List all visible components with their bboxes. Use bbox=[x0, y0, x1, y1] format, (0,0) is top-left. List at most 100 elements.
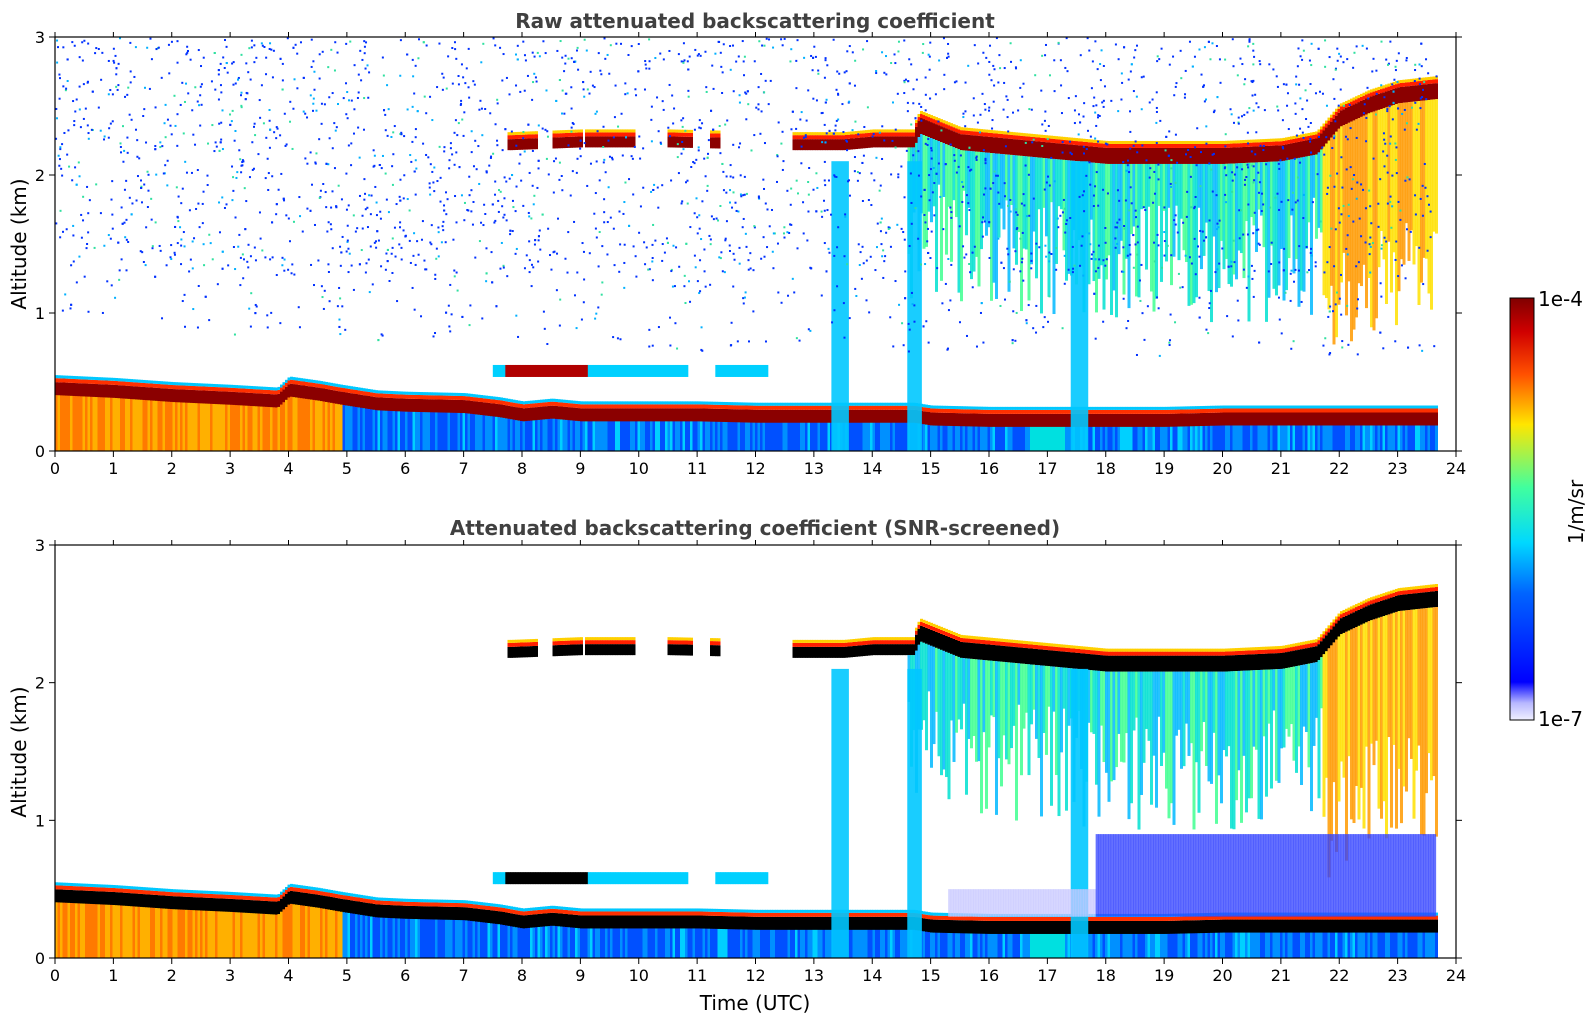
noise-pixel bbox=[114, 296, 117, 299]
fall-streak bbox=[1287, 159, 1291, 259]
pbl-top-edge bbox=[740, 409, 743, 423]
noise-pixel bbox=[99, 212, 102, 215]
cloud-edge bbox=[515, 134, 518, 139]
pbl-top-edge bbox=[1017, 413, 1021, 427]
noise-pixel bbox=[1152, 201, 1155, 204]
pbl-edge-halo bbox=[427, 392, 431, 396]
pbl-column bbox=[1027, 425, 1031, 451]
pbl-column bbox=[1087, 425, 1091, 451]
pbl-top-edge bbox=[155, 387, 158, 401]
pbl-edge-halo bbox=[127, 378, 131, 382]
pbl-column bbox=[242, 404, 246, 451]
cloud-edge bbox=[905, 132, 908, 137]
noise-pixel bbox=[260, 84, 263, 87]
pbl-edge-glow bbox=[1022, 409, 1026, 414]
cloud-halo bbox=[560, 130, 563, 134]
pbl-edge-halo bbox=[537, 399, 541, 403]
noise-pixel bbox=[1100, 49, 1103, 52]
noise-pixel bbox=[1355, 197, 1358, 200]
pbl-top-edge bbox=[625, 408, 628, 422]
pbl-column bbox=[987, 425, 991, 451]
pbl-column bbox=[1410, 424, 1413, 451]
pbl-top-edge bbox=[297, 384, 301, 398]
cloud-halo bbox=[1347, 99, 1351, 103]
noise-pixel bbox=[876, 222, 879, 225]
pbl-column bbox=[765, 421, 768, 451]
noise-pixel bbox=[701, 200, 704, 203]
cloud-core bbox=[1130, 147, 1133, 164]
pbl-edge-halo bbox=[1325, 405, 1328, 409]
pbl-top-edge bbox=[1255, 412, 1258, 426]
pbl-top-edge bbox=[1275, 412, 1278, 426]
cloud-edge bbox=[1080, 141, 1083, 146]
noise-pixel bbox=[1159, 119, 1162, 122]
cloud-edge bbox=[1385, 87, 1388, 92]
pbl-column bbox=[660, 420, 663, 451]
cloud-edge bbox=[870, 132, 873, 137]
pbl-edge-glow bbox=[705, 404, 708, 409]
cloud-halo bbox=[587, 129, 591, 133]
cloud-halo bbox=[605, 129, 608, 133]
pbl-top-edge bbox=[1355, 412, 1358, 426]
noise-pixel bbox=[531, 263, 534, 266]
noise-pixel bbox=[220, 138, 223, 141]
pbl-edge-glow bbox=[1012, 409, 1016, 414]
pbl-edge-halo bbox=[1410, 405, 1413, 409]
cloud-core bbox=[1000, 137, 1003, 154]
pbl-edge-glow bbox=[365, 391, 368, 396]
noise-pixel bbox=[836, 285, 839, 288]
pbl-top-edge bbox=[857, 409, 861, 423]
cloud-edge bbox=[1170, 143, 1173, 148]
noise-pixel bbox=[908, 58, 911, 61]
pbl-edge-halo bbox=[1295, 405, 1298, 409]
pbl-edge-glow bbox=[1305, 408, 1308, 413]
cloud-edge bbox=[1200, 143, 1203, 148]
cloud-halo bbox=[1300, 134, 1303, 138]
cloud-edge bbox=[580, 132, 583, 137]
pbl-top-edge bbox=[187, 389, 191, 403]
pbl-edge-glow bbox=[247, 388, 251, 393]
pbl-edge-halo bbox=[765, 402, 768, 406]
noise-pixel bbox=[346, 240, 349, 243]
cloud-core bbox=[1190, 147, 1193, 164]
pbl-column bbox=[260, 405, 263, 451]
noise-pixel bbox=[475, 168, 478, 171]
pbl-column bbox=[1222, 424, 1226, 451]
pbl-edge-halo bbox=[1140, 406, 1143, 410]
pbl-edge-glow bbox=[872, 405, 876, 410]
pbl-edge-glow bbox=[330, 385, 333, 390]
pbl-top-edge bbox=[375, 397, 378, 411]
cloud-edge bbox=[1325, 123, 1328, 128]
precip-streak bbox=[1070, 161, 1089, 451]
pbl-edge-glow bbox=[132, 382, 136, 387]
pbl-top-edge bbox=[1347, 412, 1351, 426]
cloud-core bbox=[1337, 112, 1341, 129]
noise-pixel bbox=[119, 145, 122, 148]
noise-pixel bbox=[512, 206, 515, 209]
pbl-edge-glow bbox=[805, 405, 808, 410]
noise-pixel bbox=[1386, 154, 1389, 157]
cloud-halo bbox=[1192, 140, 1196, 144]
pbl-top-edge bbox=[732, 409, 736, 423]
cloud-halo bbox=[1432, 76, 1436, 80]
cloud-halo bbox=[1332, 111, 1336, 115]
noise-pixel bbox=[88, 199, 91, 202]
pbl-edge-glow bbox=[167, 384, 171, 389]
noise-pixel bbox=[1232, 121, 1235, 124]
noise-pixel bbox=[561, 56, 564, 59]
pbl-column bbox=[612, 420, 616, 451]
noise-pixel bbox=[1096, 68, 1099, 71]
mid-aerosol bbox=[522, 364, 526, 377]
noise-pixel bbox=[1061, 151, 1064, 154]
pbl-edge-glow bbox=[582, 404, 586, 409]
noise-pixel bbox=[87, 231, 90, 234]
cloud-edge bbox=[890, 132, 893, 137]
cloud-halo bbox=[980, 129, 983, 133]
noise-pixel bbox=[947, 55, 950, 58]
noise-pixel bbox=[1365, 47, 1368, 50]
pbl-column bbox=[762, 421, 766, 451]
pbl-edge-glow bbox=[87, 379, 91, 384]
noise-pixel bbox=[247, 71, 250, 74]
pbl-top-edge bbox=[147, 387, 151, 401]
fall-streak bbox=[1290, 159, 1293, 216]
